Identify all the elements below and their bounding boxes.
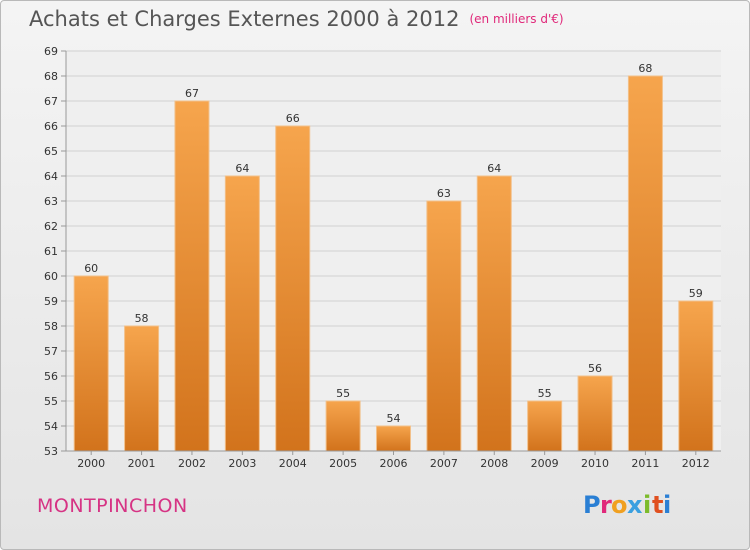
commune-name: MONTPINCHON (37, 495, 188, 517)
y-tick-label: 53 (44, 445, 58, 458)
value-label: 68 (638, 62, 652, 75)
value-label: 64 (235, 162, 249, 175)
bar-2008 (476, 175, 512, 452)
x-tick-label: 2005 (329, 457, 357, 470)
value-label: 54 (387, 412, 401, 425)
bar-2007 (426, 200, 462, 452)
bar-2003 (224, 175, 260, 452)
x-tick-label: 2007 (430, 457, 458, 470)
y-tick-label: 63 (44, 195, 58, 208)
bar-2006 (376, 425, 411, 452)
value-label: 55 (538, 387, 552, 400)
y-tick-label: 67 (44, 95, 58, 108)
x-tick-label: 2000 (77, 457, 105, 470)
value-label: 59 (689, 287, 703, 300)
x-tick-label: 2008 (480, 457, 508, 470)
chart-title-unit: (en milliers d'€) (469, 12, 564, 26)
value-label: 63 (437, 187, 451, 200)
x-tick-label: 2006 (380, 457, 408, 470)
value-label: 60 (84, 262, 98, 275)
bar-2009 (527, 400, 563, 452)
x-tick-label: 2009 (531, 457, 559, 470)
y-tick-label: 61 (44, 245, 58, 258)
bar-2011 (627, 75, 663, 452)
y-tick-label: 65 (44, 145, 58, 158)
x-tick-label: 2001 (128, 457, 156, 470)
y-tick-label: 55 (44, 395, 58, 408)
bar-2010 (577, 375, 613, 452)
x-tick-label: 2011 (631, 457, 659, 470)
y-tick-label: 59 (44, 295, 58, 308)
y-tick-label: 64 (44, 170, 58, 183)
y-tick-label: 66 (44, 120, 58, 133)
value-label: 56 (588, 362, 602, 375)
y-tick-label: 68 (44, 70, 58, 83)
y-tick-label: 57 (44, 345, 58, 358)
value-label: 66 (286, 112, 300, 125)
chart-title: Achats et Charges Externes 2000 à 2012 (e… (29, 7, 564, 31)
bar-2001 (124, 325, 160, 452)
y-tick-label: 69 (44, 45, 58, 58)
chart-title-text: Achats et Charges Externes 2000 à 2012 (29, 7, 460, 31)
bar-2012 (678, 300, 714, 452)
y-tick-label: 56 (44, 370, 58, 383)
y-tick-label: 60 (44, 270, 58, 283)
value-label: 67 (185, 87, 199, 100)
bar-2004 (275, 125, 311, 452)
proxiti-logo: P r o x i t i (583, 491, 672, 519)
bar-2005 (325, 400, 361, 452)
x-tick-label: 2012 (682, 457, 710, 470)
value-label: 64 (487, 162, 501, 175)
y-tick-label: 62 (44, 220, 58, 233)
x-tick-label: 2010 (581, 457, 609, 470)
x-tick-label: 2003 (228, 457, 256, 470)
y-tick-label: 58 (44, 320, 58, 333)
x-tick-label: 2002 (178, 457, 206, 470)
bar-2000 (73, 275, 109, 452)
x-tick-label: 2004 (279, 457, 307, 470)
y-tick-label: 54 (44, 420, 58, 433)
value-label: 55 (336, 387, 350, 400)
bar-2002 (174, 100, 210, 452)
value-label: 58 (135, 312, 149, 325)
